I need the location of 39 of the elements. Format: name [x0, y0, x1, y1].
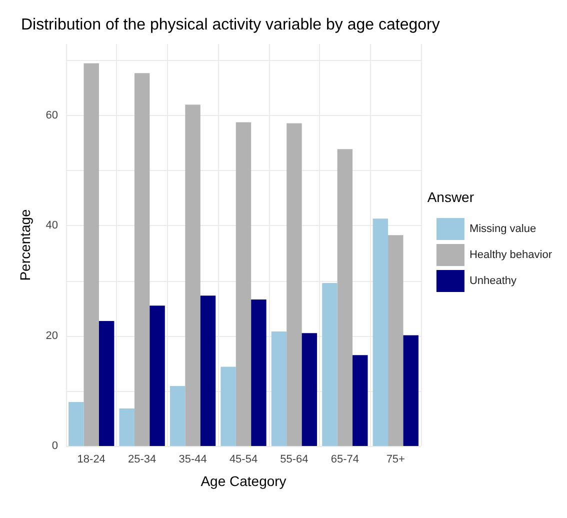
bar — [271, 331, 287, 446]
chart-title: Distribution of the physical activity variable by age category — [21, 16, 440, 34]
bar — [185, 104, 200, 446]
bar — [236, 122, 252, 446]
bar — [286, 123, 302, 446]
y-tick-label: 0 — [52, 440, 58, 452]
bar — [352, 355, 368, 446]
bar — [170, 386, 186, 446]
bar — [372, 218, 388, 446]
y-tick-label: 60 — [46, 110, 58, 122]
bar — [337, 149, 353, 446]
legend-title: Answer — [427, 189, 474, 205]
bar — [98, 320, 114, 446]
bar — [119, 408, 134, 446]
bar — [68, 402, 84, 446]
bar — [251, 300, 266, 446]
y-axis-title: Percentage — [17, 208, 33, 281]
bar — [322, 282, 338, 446]
y-tick-label: 40 — [46, 220, 58, 232]
legend-label: Missing value — [469, 223, 536, 235]
bar — [220, 366, 236, 446]
x-tick-label: 75+ — [386, 454, 405, 466]
bar — [134, 73, 150, 446]
bar — [200, 296, 216, 446]
bar — [388, 235, 404, 446]
legend-label: Unheathy — [469, 275, 518, 287]
x-tick-label: 35-44 — [178, 454, 207, 466]
x-tick-label: 45-54 — [229, 454, 258, 466]
legend-label: Healthy behavior — [469, 249, 552, 261]
bar — [403, 335, 418, 446]
x-tick-label: 65-74 — [330, 454, 359, 466]
x-tick-label: 18-24 — [77, 454, 106, 466]
y-tick-label: 20 — [46, 330, 58, 342]
bar — [150, 306, 165, 446]
x-tick-label: 25-34 — [128, 454, 156, 466]
x-axis-title: Age Category — [200, 473, 286, 489]
bar — [302, 333, 318, 446]
x-tick-label: 55-64 — [280, 454, 308, 466]
bar — [84, 63, 99, 446]
